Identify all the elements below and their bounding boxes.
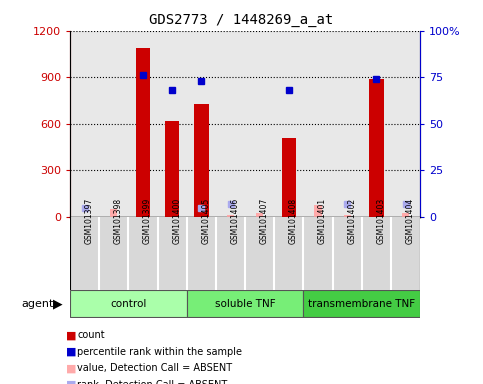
Bar bbox=[187, 290, 303, 317]
Text: control: control bbox=[110, 299, 146, 309]
Text: GSM101407: GSM101407 bbox=[260, 197, 269, 244]
Text: ■: ■ bbox=[66, 347, 77, 357]
Text: agent: agent bbox=[22, 299, 54, 309]
Bar bbox=[165, 121, 180, 217]
Text: percentile rank within the sample: percentile rank within the sample bbox=[77, 347, 242, 357]
Text: GSM101408: GSM101408 bbox=[289, 197, 298, 244]
Text: GSM101404: GSM101404 bbox=[406, 197, 414, 244]
Text: GSM101403: GSM101403 bbox=[376, 197, 385, 244]
Text: value, Detection Call = ABSENT: value, Detection Call = ABSENT bbox=[77, 363, 232, 373]
Text: GSM101400: GSM101400 bbox=[172, 197, 181, 244]
Bar bbox=[128, 31, 157, 217]
Text: GSM101397: GSM101397 bbox=[85, 197, 94, 244]
Bar bbox=[157, 31, 187, 217]
Text: rank, Detection Call = ABSENT: rank, Detection Call = ABSENT bbox=[77, 380, 227, 384]
Bar bbox=[369, 79, 384, 217]
Bar bbox=[70, 290, 187, 317]
Bar bbox=[216, 31, 245, 217]
Bar bbox=[70, 31, 99, 217]
Text: soluble TNF: soluble TNF bbox=[215, 299, 275, 309]
Text: ■: ■ bbox=[66, 363, 77, 373]
Bar bbox=[303, 290, 420, 317]
Text: ■: ■ bbox=[66, 380, 77, 384]
Text: GSM101402: GSM101402 bbox=[347, 197, 356, 244]
Text: GSM101405: GSM101405 bbox=[201, 197, 211, 244]
Bar bbox=[245, 31, 274, 217]
Bar bbox=[333, 31, 362, 217]
Bar bbox=[343, 215, 351, 217]
Bar bbox=[187, 31, 216, 217]
Bar bbox=[136, 48, 150, 217]
Text: GDS2773 / 1448269_a_at: GDS2773 / 1448269_a_at bbox=[149, 13, 334, 27]
Bar bbox=[314, 205, 322, 217]
Bar bbox=[227, 215, 234, 217]
Text: GSM101401: GSM101401 bbox=[318, 197, 327, 244]
Bar bbox=[194, 104, 209, 217]
Bar bbox=[282, 138, 296, 217]
Text: count: count bbox=[77, 330, 105, 340]
Text: transmembrane TNF: transmembrane TNF bbox=[308, 299, 415, 309]
Bar bbox=[99, 31, 128, 217]
Bar bbox=[274, 31, 303, 217]
Bar bbox=[110, 209, 117, 217]
Bar bbox=[391, 31, 420, 217]
Text: ■: ■ bbox=[66, 330, 77, 340]
Bar bbox=[256, 213, 263, 217]
Text: GSM101398: GSM101398 bbox=[114, 197, 123, 244]
Text: GSM101399: GSM101399 bbox=[143, 197, 152, 244]
Bar bbox=[362, 31, 391, 217]
Bar bbox=[402, 213, 409, 217]
Bar bbox=[303, 31, 333, 217]
Text: GSM101406: GSM101406 bbox=[230, 197, 240, 244]
Text: ▶: ▶ bbox=[53, 297, 63, 310]
